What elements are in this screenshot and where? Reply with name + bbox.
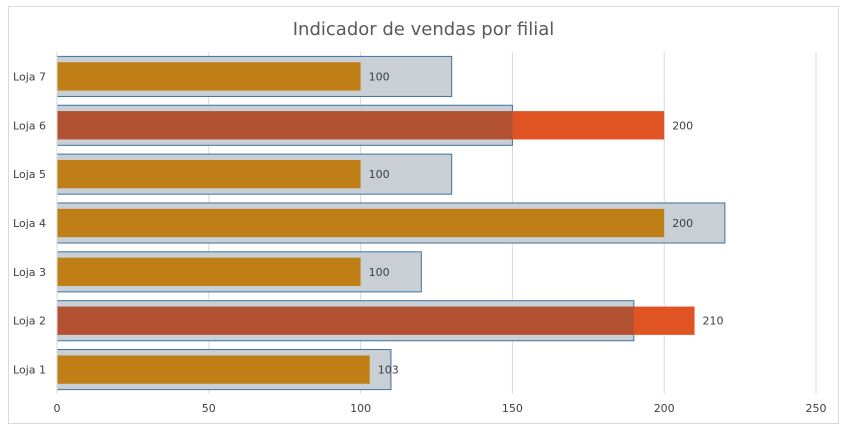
data-label-7: 100 [369, 70, 390, 83]
y-category-label-5: Loja 5 [13, 168, 46, 181]
x-tick-label-100: 100 [350, 402, 371, 415]
actual-bar-2 [57, 306, 634, 335]
data-label-5: 100 [369, 168, 390, 181]
x-tick-label-50: 50 [202, 402, 216, 415]
x-tick-label-200: 200 [654, 402, 675, 415]
data-label-4: 200 [672, 217, 693, 230]
x-tick-label-0: 0 [54, 402, 61, 415]
data-label-3: 100 [369, 266, 390, 279]
data-label-2: 210 [703, 315, 724, 328]
data-label-6: 200 [672, 119, 693, 132]
x-tick-label-250: 250 [806, 402, 827, 415]
actual-bar-5 [57, 159, 361, 189]
actual-bar-excess-6 [512, 111, 665, 140]
actual-bar-7 [57, 62, 361, 91]
y-category-label-1: Loja 1 [13, 364, 46, 377]
actual-bar-6 [57, 111, 513, 140]
actual-bar-1 [57, 355, 370, 384]
chart-title: Indicador de vendas por filial [292, 19, 555, 40]
data-label-1: 103 [378, 364, 399, 377]
y-category-label-7: Loja 7 [13, 70, 46, 83]
x-tick-label-150: 150 [502, 402, 523, 415]
actual-bar-excess-2 [633, 306, 695, 335]
actual-bar-4 [57, 208, 665, 238]
y-category-label-3: Loja 3 [13, 266, 46, 279]
y-category-label-6: Loja 6 [13, 119, 46, 132]
y-category-label-4: Loja 4 [13, 217, 46, 230]
y-category-label-2: Loja 2 [13, 315, 46, 328]
actual-bar-3 [57, 257, 361, 287]
